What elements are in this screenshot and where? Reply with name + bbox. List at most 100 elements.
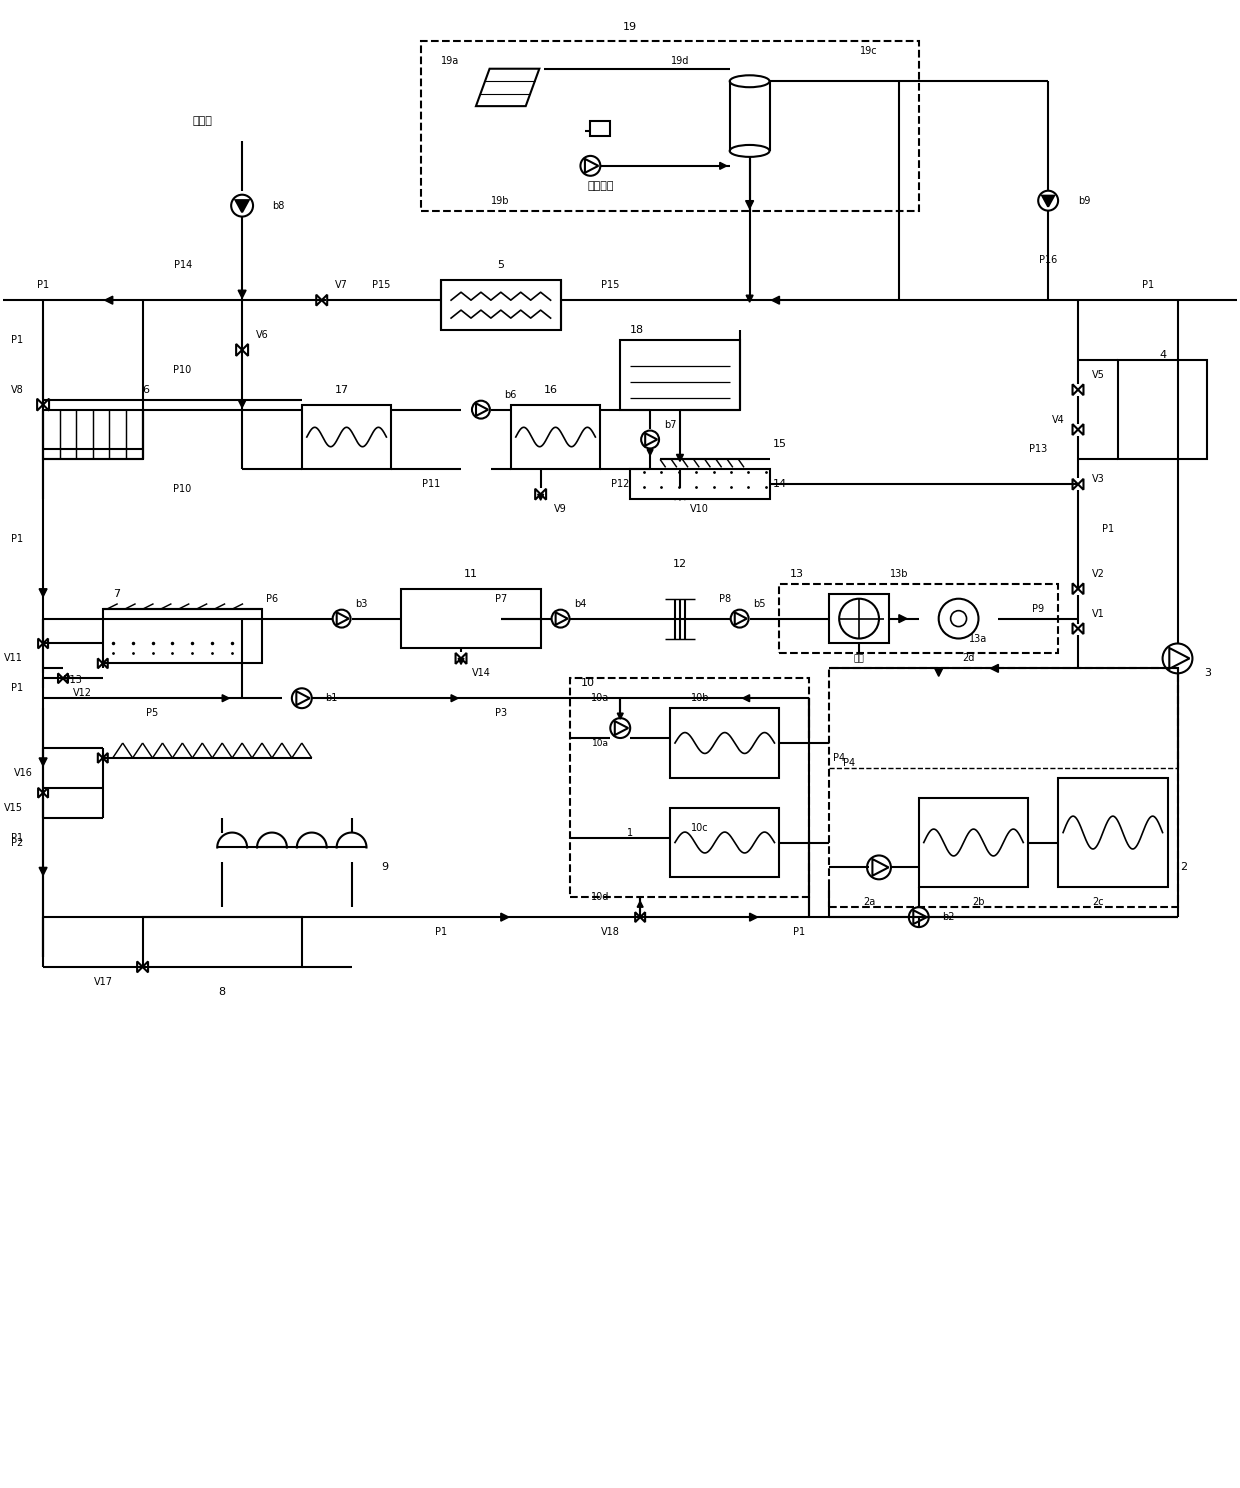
Text: 4: 4 <box>1159 350 1166 360</box>
Polygon shape <box>746 295 753 302</box>
Polygon shape <box>1042 196 1054 207</box>
Polygon shape <box>745 201 754 208</box>
Polygon shape <box>991 664 998 673</box>
Polygon shape <box>236 201 249 213</box>
Polygon shape <box>501 914 508 921</box>
Text: V17: V17 <box>94 976 113 987</box>
Bar <box>919 798 1028 887</box>
Text: 12: 12 <box>673 559 687 568</box>
Text: V18: V18 <box>601 927 620 937</box>
Polygon shape <box>618 713 624 719</box>
Text: 7: 7 <box>113 589 120 598</box>
Text: b3: b3 <box>356 598 368 609</box>
Polygon shape <box>637 902 644 908</box>
Bar <box>301 405 392 469</box>
Text: V2: V2 <box>1091 568 1105 579</box>
Text: P1: P1 <box>11 833 24 842</box>
Bar <box>43 409 143 460</box>
Polygon shape <box>677 494 683 500</box>
Text: V10: V10 <box>691 504 709 515</box>
Text: V5: V5 <box>1091 371 1105 379</box>
Text: 9: 9 <box>382 863 388 872</box>
Polygon shape <box>935 668 942 677</box>
Text: 18: 18 <box>630 324 645 335</box>
Text: V11: V11 <box>4 653 24 664</box>
Bar <box>830 668 1178 908</box>
Text: V8: V8 <box>10 385 24 394</box>
Text: P10: P10 <box>174 484 191 494</box>
Text: 17: 17 <box>335 385 348 394</box>
Text: 5: 5 <box>497 260 505 271</box>
Bar <box>780 583 1058 653</box>
Text: P15: P15 <box>601 280 620 290</box>
Text: 冷水补给: 冷水补给 <box>587 180 614 190</box>
Text: P13: P13 <box>1029 445 1048 454</box>
Bar <box>1117 360 1208 460</box>
Polygon shape <box>458 658 464 664</box>
Text: V3: V3 <box>1091 475 1105 484</box>
Text: P16: P16 <box>1039 256 1058 265</box>
Polygon shape <box>40 757 47 766</box>
Text: P1: P1 <box>11 335 24 345</box>
Text: V15: V15 <box>4 802 24 812</box>
Text: 2a: 2a <box>863 897 875 908</box>
Text: 10b: 10b <box>691 693 709 704</box>
Text: P14: P14 <box>174 260 192 271</box>
Bar <box>620 339 740 409</box>
Polygon shape <box>771 296 780 304</box>
Polygon shape <box>538 494 543 500</box>
Text: P1: P1 <box>794 927 806 937</box>
Text: 15: 15 <box>773 439 786 449</box>
Polygon shape <box>677 454 683 461</box>
Text: V12: V12 <box>73 689 93 698</box>
Text: 10: 10 <box>580 679 594 689</box>
Text: V16: V16 <box>14 768 33 778</box>
Polygon shape <box>238 400 246 408</box>
Text: 2c: 2c <box>1092 897 1104 908</box>
Text: P4: P4 <box>843 757 856 768</box>
Text: 6: 6 <box>143 385 150 394</box>
Text: V1: V1 <box>1091 609 1105 619</box>
Text: P1: P1 <box>11 534 24 545</box>
Text: 1: 1 <box>627 827 634 838</box>
Polygon shape <box>647 449 653 455</box>
Text: 19a: 19a <box>441 57 459 67</box>
Text: P8: P8 <box>719 594 730 604</box>
Text: 10a: 10a <box>591 738 609 747</box>
Text: P6: P6 <box>265 594 278 604</box>
Bar <box>143 917 301 967</box>
Text: V7: V7 <box>335 280 348 290</box>
Text: b8: b8 <box>272 201 284 211</box>
Bar <box>422 42 919 211</box>
Text: 19b: 19b <box>491 195 510 205</box>
Text: 10c: 10c <box>691 823 709 833</box>
Bar <box>511 405 600 469</box>
Text: 11: 11 <box>464 568 477 579</box>
Text: b2: b2 <box>942 912 955 923</box>
Text: 自来水: 自来水 <box>192 116 212 126</box>
Text: P5: P5 <box>146 708 159 719</box>
Text: P1: P1 <box>435 927 448 937</box>
Polygon shape <box>40 868 47 875</box>
Bar <box>630 469 770 498</box>
Text: b4: b4 <box>574 598 587 609</box>
Text: 16: 16 <box>543 385 558 394</box>
Text: P12: P12 <box>611 479 630 490</box>
Bar <box>670 808 780 878</box>
Text: P10: P10 <box>174 365 191 375</box>
Bar <box>590 121 610 135</box>
Bar <box>670 708 780 778</box>
Text: 13a: 13a <box>970 634 987 643</box>
Bar <box>103 609 262 664</box>
Polygon shape <box>40 589 47 597</box>
Text: 13: 13 <box>790 568 804 579</box>
Bar <box>570 679 810 897</box>
Text: P7: P7 <box>495 594 507 604</box>
Polygon shape <box>451 695 458 702</box>
Text: P1: P1 <box>1102 524 1114 534</box>
Text: 14: 14 <box>773 479 786 490</box>
Text: V6: V6 <box>255 330 268 339</box>
Text: P3: P3 <box>495 708 507 719</box>
Text: b6: b6 <box>505 390 517 400</box>
Polygon shape <box>719 162 727 170</box>
